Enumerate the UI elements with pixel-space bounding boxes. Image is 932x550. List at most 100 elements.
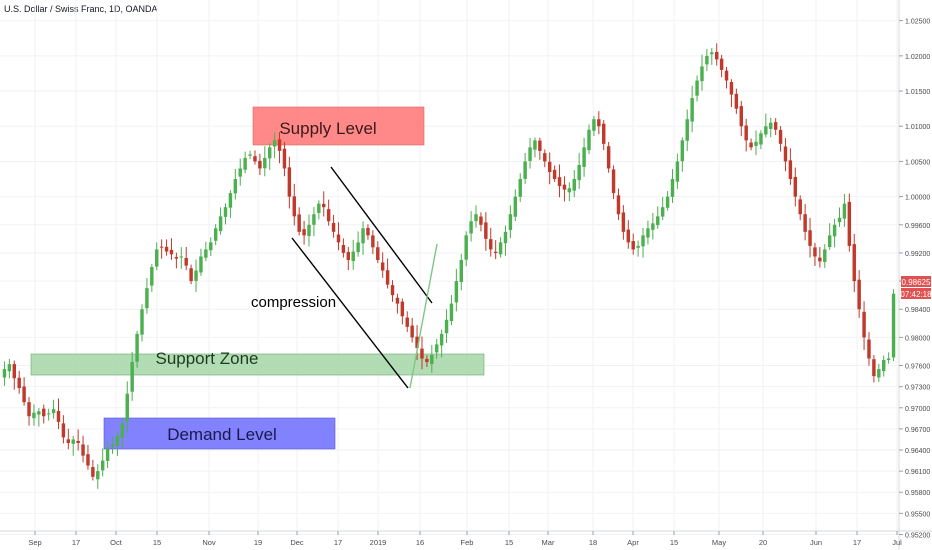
candle-bull <box>312 214 316 225</box>
time-tick-label: 18 <box>589 538 597 547</box>
candle-bear <box>380 262 385 271</box>
candle-bull <box>764 126 768 135</box>
candle-bull <box>577 164 581 181</box>
price-tick-label: 0.96400 <box>905 448 930 455</box>
candle-bull <box>228 193 233 208</box>
candle-bull <box>705 55 709 65</box>
candle-bear <box>857 279 861 310</box>
candle-bull <box>46 413 51 415</box>
candle-bear <box>847 201 852 246</box>
candle-bull <box>572 179 576 191</box>
candle-bull <box>832 224 837 237</box>
candle-bear <box>66 439 71 443</box>
candle-bear <box>479 216 483 225</box>
candle-bear <box>778 129 783 144</box>
candle-bear <box>56 411 61 422</box>
time-tick-label: 19 <box>254 538 262 547</box>
candle-bear <box>719 58 724 70</box>
candle-bull <box>435 344 439 353</box>
candle-bear <box>366 227 370 236</box>
candle-bear <box>86 454 90 466</box>
candle-bull <box>110 444 115 447</box>
time-tick-label: Feb <box>461 538 474 547</box>
price-tick-label: 1.01000 <box>905 124 930 131</box>
compression-lower-line[interactable] <box>291 237 409 389</box>
candle-bear <box>400 301 405 317</box>
candle-bear <box>287 167 292 197</box>
demand-level-zone[interactable] <box>103 417 336 450</box>
candle-bull <box>71 439 75 444</box>
price-tick-label: 0.99600 <box>905 223 930 230</box>
candle-bull <box>243 157 247 170</box>
candles-layer <box>2 43 896 489</box>
candle-bear <box>538 140 542 151</box>
time-tick-label: 17 <box>334 538 342 547</box>
candle-bear <box>22 386 26 403</box>
compression-upper-line[interactable] <box>330 166 433 304</box>
candle-bear <box>484 222 488 239</box>
grid-layer <box>0 0 898 535</box>
candle-bull <box>351 251 355 262</box>
time-tick-label: Apr <box>627 538 639 547</box>
candle-bear <box>169 249 174 255</box>
supply-level-zone[interactable] <box>252 106 425 146</box>
candle-bear <box>326 209 331 222</box>
candle-bull <box>454 281 459 303</box>
candle-bull <box>685 119 689 141</box>
price-tick-label: 0.98000 <box>905 335 930 342</box>
candle-bull <box>218 216 223 232</box>
candle-bull <box>498 242 503 255</box>
support-zone-label: Support Zone <box>155 349 258 368</box>
candle-bear <box>302 229 306 236</box>
candle-bull <box>444 319 449 334</box>
price-tick-label: 1.00000 <box>905 195 930 202</box>
candle-bull <box>223 207 228 217</box>
price-tick-label: 0.95800 <box>905 490 930 497</box>
candle-bear <box>42 408 46 417</box>
candle-bear <box>744 125 748 141</box>
candle-bear <box>12 364 16 379</box>
candle-bear <box>282 148 287 169</box>
candle-bull <box>769 122 773 129</box>
candle-bull <box>827 235 832 248</box>
candle-bear <box>729 81 734 95</box>
candle-bull <box>759 133 763 145</box>
candle-bull <box>508 214 513 231</box>
candle-bull <box>567 188 572 193</box>
time-axis[interactable]: Sep 17 Oct 15 Nov 19 Dec 17 2019 16 Feb 15 Mar 18 Apr 1… <box>0 530 932 547</box>
support-zone-box[interactable] <box>30 353 485 376</box>
candle-bull <box>646 228 650 238</box>
candle-bear <box>793 176 798 197</box>
candle-bear <box>376 247 380 260</box>
time-tick-label: Oct <box>110 538 123 547</box>
candle-bull <box>528 147 532 161</box>
candle-bear <box>420 348 424 359</box>
candle-bear <box>17 377 21 389</box>
price-tick-label: 0.97600 <box>905 364 930 371</box>
candle-bull <box>439 333 444 346</box>
candle-bull <box>120 423 125 439</box>
candle-bull <box>464 235 468 260</box>
price-tick-label: 0.97300 <box>905 385 930 392</box>
candle-bull <box>641 235 645 247</box>
candle-bear <box>808 230 812 246</box>
candle-bull <box>145 288 149 309</box>
candle-bull <box>213 228 218 241</box>
candle-bear <box>493 251 498 253</box>
time-tick-label: 17 <box>72 538 80 547</box>
price-axis[interactable]: 1.02500 1.02000 1.01500 1.01000 1.00500 1.000… <box>898 0 930 550</box>
candle-bull <box>32 412 36 419</box>
price-tick-label: 0.99200 <box>905 251 930 258</box>
candle-bear <box>739 106 743 127</box>
candle-bull <box>356 242 360 253</box>
candle-bear <box>788 160 793 180</box>
candle-bear <box>184 257 188 266</box>
candle-bear <box>562 184 567 190</box>
breakout-line[interactable] <box>409 243 438 389</box>
candle-bear <box>798 199 802 215</box>
candle-bull <box>272 140 277 147</box>
candle-bear <box>371 235 375 248</box>
candle-bull <box>105 448 110 461</box>
candle-bull <box>474 214 478 222</box>
